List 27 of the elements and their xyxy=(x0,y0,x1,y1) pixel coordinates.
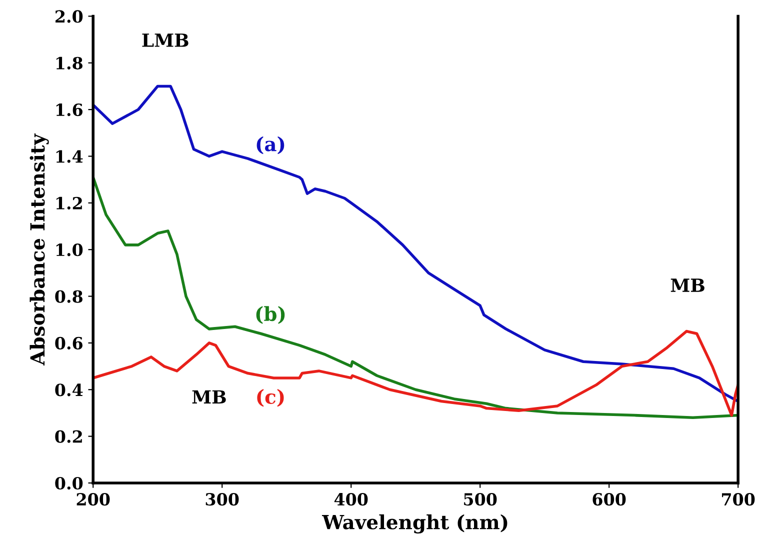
x-tick-label: 500 xyxy=(464,492,497,506)
x-axis-title: Wavelenght (nm) xyxy=(322,514,508,534)
x-tick-label: 400 xyxy=(334,492,368,506)
series-label: (b) xyxy=(256,306,285,324)
line-series xyxy=(93,330,738,417)
y-tick-label: 0.4 xyxy=(55,384,83,396)
y-tick-label: 2.0 xyxy=(56,10,83,23)
y-tick-label: 1.0 xyxy=(56,244,83,256)
y-tick-label: 1.2 xyxy=(56,196,82,210)
series-label: (a) xyxy=(256,136,284,154)
y-tick-label: 1.4 xyxy=(56,150,83,163)
y-axis-title: Absorbance Intensity xyxy=(30,133,49,366)
x-tick-label: 200 xyxy=(76,492,110,506)
x-tick-label: 700 xyxy=(722,492,755,506)
y-tick-label: 1.6 xyxy=(56,104,82,116)
x-tick-label: 300 xyxy=(206,492,239,506)
y-tick-label: 0.6 xyxy=(55,336,82,350)
annotation: MB xyxy=(192,390,226,404)
y-tick-label: 1.8 xyxy=(56,56,82,70)
y-tick-label: 0.8 xyxy=(55,290,82,303)
series-label: (c) xyxy=(257,388,284,407)
y-tick-label: 0.0 xyxy=(55,476,83,490)
annotation: MB xyxy=(670,278,704,292)
annotation: LMB xyxy=(142,34,188,47)
y-tick-label: 0.2 xyxy=(55,430,82,443)
line-series xyxy=(93,176,738,420)
x-tick-label: 600 xyxy=(592,492,626,506)
